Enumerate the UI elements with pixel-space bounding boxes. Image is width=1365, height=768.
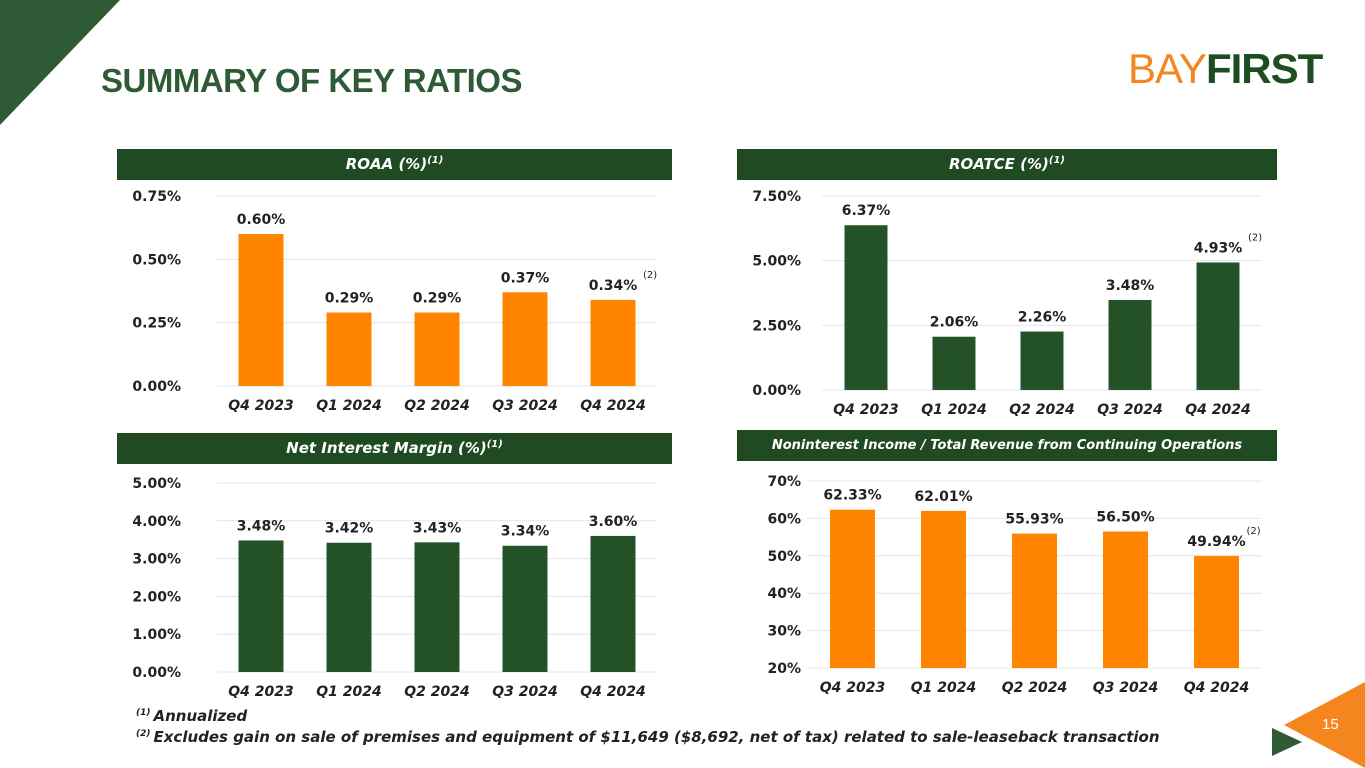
y-tick-label: 0.00% bbox=[132, 665, 181, 681]
bar bbox=[502, 292, 548, 386]
x-tick-label: Q4 2023 bbox=[228, 398, 293, 414]
y-tick-label: 70% bbox=[767, 474, 801, 490]
bar bbox=[238, 540, 284, 672]
data-label: 0.34% bbox=[589, 278, 638, 294]
x-tick-label: Q4 2024 bbox=[1185, 402, 1250, 418]
y-tick-label: 30% bbox=[767, 624, 801, 640]
x-tick-label: Q2 2024 bbox=[404, 684, 469, 700]
bar bbox=[502, 545, 548, 672]
x-tick-label: Q4 2024 bbox=[1184, 680, 1249, 696]
x-tick-label: Q1 2024 bbox=[911, 680, 976, 696]
bar bbox=[1103, 531, 1148, 668]
nonint-chart: 20% 30% 40% 50% 60% 70% 62.33% Q4 2023 62.01% Q1 … bbox=[767, 474, 1262, 696]
data-label: 0.29% bbox=[413, 291, 462, 307]
bar bbox=[1012, 533, 1057, 668]
x-tick-label: Q2 2024 bbox=[1002, 680, 1067, 696]
y-tick-label: 0.50% bbox=[132, 252, 181, 268]
y-tick-label: 7.50% bbox=[752, 189, 801, 205]
data-label: 3.48% bbox=[237, 518, 286, 534]
x-tick-label: Q3 2024 bbox=[492, 398, 557, 414]
data-label: 0.29% bbox=[325, 291, 374, 307]
y-tick-label: 0.75% bbox=[132, 189, 181, 205]
y-tick-label: 20% bbox=[767, 661, 801, 677]
page-title: SUMMARY OF KEY RATIOS bbox=[101, 62, 522, 99]
data-label: 55.93% bbox=[1005, 512, 1063, 528]
bar bbox=[414, 312, 460, 386]
footnote-mark: (2) bbox=[643, 270, 657, 281]
y-tick-label: 2.50% bbox=[752, 318, 801, 334]
footnotes: (1) Annualized (2) Excludes gain on sale o… bbox=[136, 706, 1160, 748]
y-tick-label: 0.00% bbox=[132, 379, 181, 395]
y-tick-label: 50% bbox=[767, 549, 801, 565]
y-tick-label: 60% bbox=[767, 511, 801, 527]
data-label: 49.94% bbox=[1187, 534, 1245, 550]
y-tick-label: 4.00% bbox=[132, 514, 181, 530]
x-tick-label: Q2 2024 bbox=[1009, 402, 1074, 418]
x-tick-label: Q1 2024 bbox=[921, 402, 986, 418]
x-tick-label: Q4 2023 bbox=[820, 680, 885, 696]
y-tick-label: 1.00% bbox=[132, 627, 181, 643]
data-label: 4.93% bbox=[1194, 240, 1243, 256]
y-tick-label: 3.00% bbox=[132, 552, 181, 568]
footnote-1: (1) Annualized bbox=[136, 707, 248, 725]
data-label: 56.50% bbox=[1096, 509, 1154, 525]
bar bbox=[1020, 331, 1064, 390]
data-label: 62.33% bbox=[823, 488, 881, 504]
roaa-header: ROAA (%)(1) bbox=[117, 149, 672, 180]
data-label: 6.37% bbox=[842, 203, 891, 219]
data-label: 2.06% bbox=[930, 315, 979, 331]
y-tick-label: 2.00% bbox=[132, 589, 181, 605]
y-tick-label: 0.00% bbox=[752, 383, 801, 399]
data-label: 3.48% bbox=[1106, 278, 1155, 294]
x-tick-label: Q4 2023 bbox=[228, 684, 293, 700]
roatce-header: ROATCE (%)(1) bbox=[737, 149, 1277, 180]
x-tick-label: Q3 2024 bbox=[1097, 402, 1162, 418]
data-label: 3.42% bbox=[325, 521, 374, 537]
data-label: 3.60% bbox=[589, 514, 638, 530]
footnote-2: (2) Excludes gain on sale of premises and… bbox=[136, 728, 1160, 746]
bar bbox=[238, 234, 284, 386]
y-tick-label: 0.25% bbox=[132, 316, 181, 332]
play-arrow-icon bbox=[1272, 728, 1302, 756]
bar bbox=[830, 509, 875, 668]
nim-chart: 0.00% 1.00% 2.00% 3.00% 4.00% 5.00% 3.48% Q4 20… bbox=[132, 476, 657, 700]
bar bbox=[414, 542, 460, 672]
footnote-mark: (2) bbox=[1248, 232, 1262, 243]
data-label: 0.60% bbox=[237, 212, 286, 228]
x-tick-label: Q4 2023 bbox=[833, 402, 898, 418]
x-tick-label: Q4 2024 bbox=[580, 398, 645, 414]
bar bbox=[921, 510, 966, 668]
x-tick-label: Q1 2024 bbox=[316, 398, 381, 414]
data-label: 2.26% bbox=[1018, 310, 1067, 326]
y-tick-label: 5.00% bbox=[752, 254, 801, 270]
roaa-chart: 0.00% 0.25% 0.50% 0.75% 0.60% Q4 2023 0.29% Q1 … bbox=[132, 189, 657, 414]
data-label: 62.01% bbox=[914, 489, 972, 505]
bar bbox=[590, 299, 636, 386]
bar bbox=[1196, 262, 1240, 390]
x-tick-label: Q2 2024 bbox=[404, 398, 469, 414]
data-label: 3.43% bbox=[413, 520, 462, 536]
x-tick-label: Q3 2024 bbox=[492, 684, 557, 700]
bar bbox=[844, 225, 888, 390]
nim-header: Net Interest Margin (%)(1) bbox=[117, 433, 672, 464]
bar bbox=[326, 312, 372, 386]
y-tick-label: 5.00% bbox=[132, 476, 181, 492]
x-tick-label: Q4 2024 bbox=[580, 684, 645, 700]
bar bbox=[590, 535, 636, 672]
data-label: 3.34% bbox=[501, 524, 550, 540]
y-tick-label: 40% bbox=[767, 586, 801, 602]
bar bbox=[1194, 556, 1239, 668]
nonint-header: Noninterest Income / Total Revenue from … bbox=[737, 430, 1277, 461]
bar bbox=[326, 542, 372, 672]
x-tick-label: Q1 2024 bbox=[316, 684, 381, 700]
bar bbox=[1108, 299, 1152, 390]
roatce-chart: 0.00% 2.50% 5.00% 7.50% 6.37% Q4 2023 2.06% Q1 … bbox=[752, 189, 1262, 418]
corner-decoration bbox=[0, 0, 120, 125]
x-tick-label: Q3 2024 bbox=[1093, 680, 1158, 696]
bar bbox=[932, 336, 976, 390]
footnote-mark: (2) bbox=[1247, 526, 1261, 537]
page-number: 15 bbox=[1322, 716, 1339, 733]
bayfirst-logo: BAYFIRST bbox=[1128, 45, 1323, 92]
data-label: 0.37% bbox=[501, 270, 550, 286]
